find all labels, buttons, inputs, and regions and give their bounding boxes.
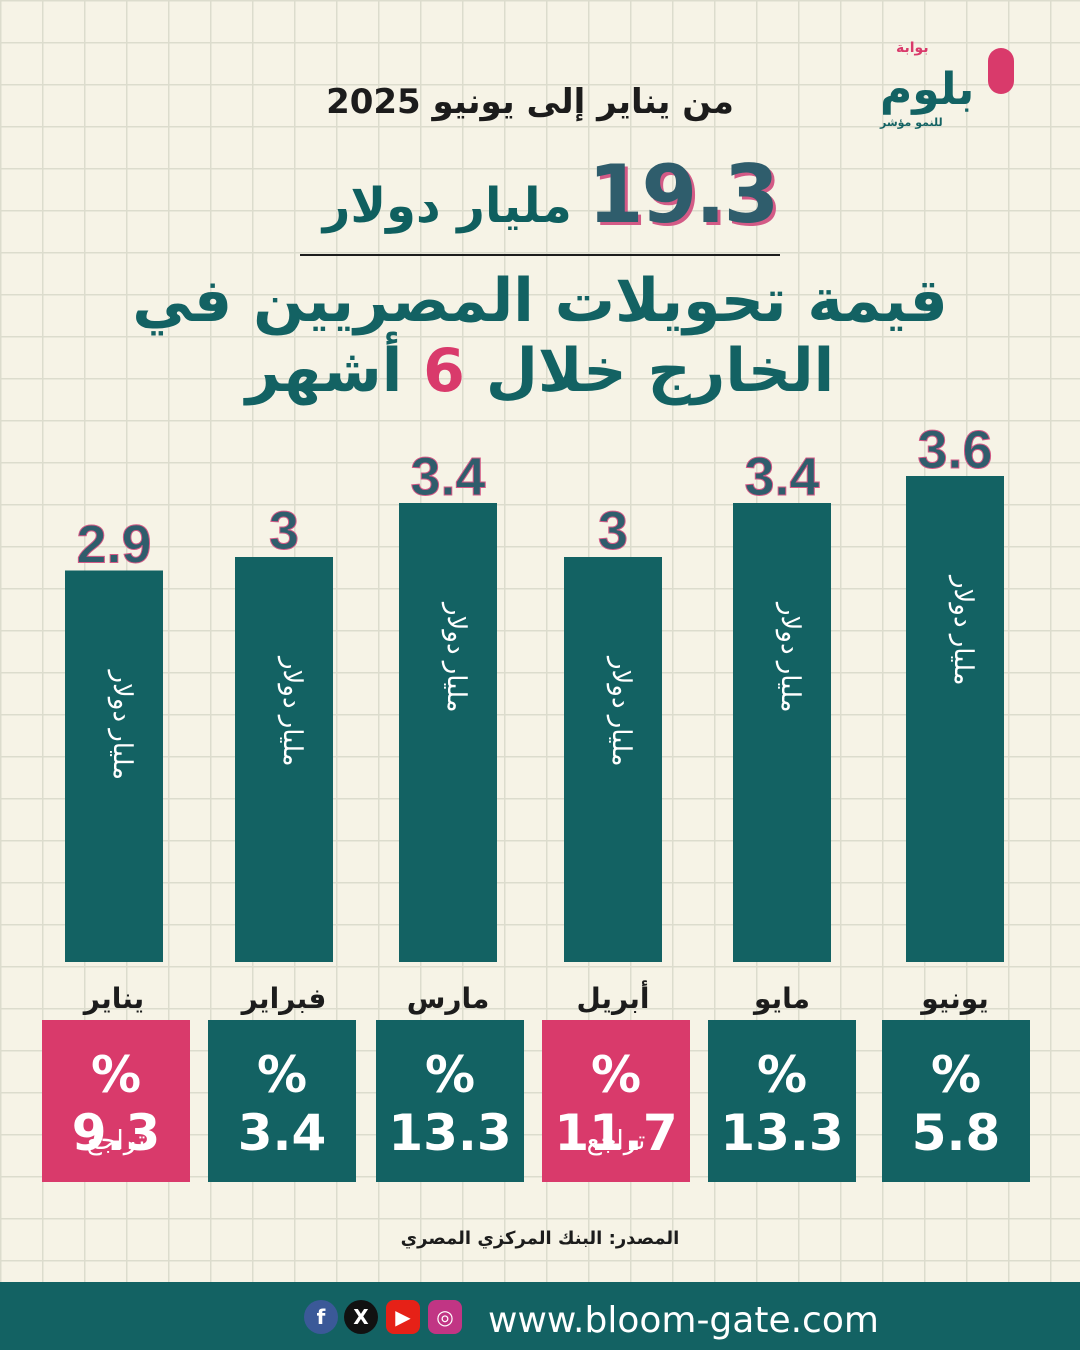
bar <box>733 503 831 962</box>
bar-unit-label: مليار دولار <box>775 601 806 713</box>
logo-tagline: للنمو مؤشر <box>880 116 943 129</box>
bar-value-label: 3.4 <box>410 447 485 507</box>
month-label: مايو <box>754 982 810 1015</box>
change-value: % 13.3 <box>388 1046 512 1162</box>
bar-unit-label: مليار دولار <box>441 601 472 713</box>
headline-text: قيمة تحويلات المصريين في الخارج خلال <box>132 266 948 406</box>
change-box: % 13.3 <box>376 1020 524 1182</box>
month-label: فبراير <box>241 982 327 1015</box>
brand-logo: بوابة بلوم للنمو مؤشر <box>876 40 1026 130</box>
logo-top-text: بوابة <box>896 40 929 56</box>
bar-value-label: 2.9 <box>76 515 151 575</box>
change-note: تراجع <box>586 1126 646 1156</box>
change-value: % 11.7 <box>554 1046 678 1162</box>
total-unit: مليار دولار <box>322 178 572 234</box>
bar-unit-label: مليار دولار <box>107 669 138 781</box>
bar-unit-label: مليار دولار <box>606 655 637 767</box>
title-divider <box>300 254 780 256</box>
youtube-icon[interactable]: ▶ <box>386 1300 420 1334</box>
change-box: % 9.3 تراجع <box>42 1020 190 1182</box>
bar-value-label: 3.6 <box>917 420 992 480</box>
bar-unit-label: مليار دولار <box>948 574 979 686</box>
change-value: % 5.8 <box>911 1046 1001 1162</box>
bar-unit-label: مليار دولار <box>277 655 308 767</box>
change-value: % 13.3 <box>720 1046 844 1162</box>
month-label: يناير <box>83 982 145 1015</box>
month-label: يونيو <box>921 982 989 1015</box>
bar-value-label: 3 <box>269 501 299 561</box>
website-link[interactable]: www.bloom-gate.com <box>488 1300 879 1341</box>
change-value: % 3.4 <box>237 1046 327 1162</box>
bar-value-label: 3 <box>598 501 628 561</box>
change-note: تراجع <box>86 1126 146 1156</box>
change-box: % 5.8 <box>882 1020 1030 1182</box>
change-box: % 3.4 <box>208 1020 356 1182</box>
source-note: المصدر: البنك المركزي المصري <box>400 1228 680 1249</box>
month-label: أبريل <box>576 982 650 1015</box>
bar <box>564 557 662 962</box>
change-value: % 9.3 <box>71 1046 161 1162</box>
footer-bar <box>0 1282 1080 1350</box>
bar <box>399 503 497 962</box>
headline-number: 6 <box>423 336 465 406</box>
facebook-icon[interactable]: f <box>304 1300 338 1334</box>
headline-suffix: أشهر <box>245 336 403 406</box>
x-icon[interactable]: X <box>344 1300 378 1334</box>
microphone-icon <box>988 48 1014 94</box>
period-subtitle: من يناير إلى يونيو 2025 <box>326 82 734 122</box>
remittance-bar-chart: 2.9 مليار دولار 3 مليار دولار 3.4 مليار دولار… <box>65 420 1004 962</box>
month-label: مارس <box>406 982 490 1015</box>
bar <box>906 476 1004 962</box>
bar <box>235 557 333 962</box>
change-box: % 13.3 <box>708 1020 856 1182</box>
bar-value-label: 3.4 <box>744 447 819 507</box>
bar <box>65 570 163 962</box>
total-value: 19.3 <box>587 148 779 241</box>
logo-name: بلوم <box>880 64 975 115</box>
page-title: قيمة تحويلات المصريين في الخارج خلال 6 أ… <box>60 266 1020 406</box>
instagram-icon[interactable]: ◎ <box>428 1300 462 1334</box>
total-remittances: 19.3 مليار دولار <box>300 148 800 241</box>
change-box: % 11.7 تراجع <box>542 1020 690 1182</box>
